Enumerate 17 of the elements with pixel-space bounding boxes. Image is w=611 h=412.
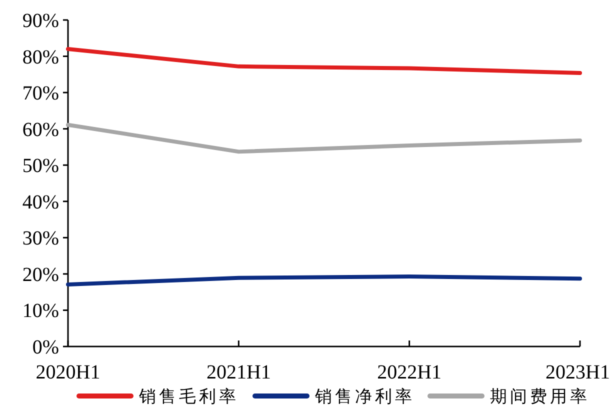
legend-label: 销售毛利率 xyxy=(138,387,239,406)
y-tick-label: 50% xyxy=(22,155,59,178)
y-tick-label: 20% xyxy=(22,264,59,286)
x-tick-label: 2021H1 xyxy=(206,362,271,384)
y-tick-label: 30% xyxy=(22,228,59,250)
y-tick-label: 40% xyxy=(22,191,59,214)
x-tick-label: 2020H1 xyxy=(36,362,100,384)
y-tick-label: 60% xyxy=(22,118,59,141)
x-tick-label: 2023H1 xyxy=(546,362,610,384)
legend-label: 销售净利率 xyxy=(314,387,415,406)
y-tick-label: 90% xyxy=(22,10,59,32)
y-tick-label: 70% xyxy=(22,82,59,105)
y-tick-label: 0% xyxy=(32,336,59,358)
legend-label: 期间费用率 xyxy=(490,387,590,406)
y-tick-label: 10% xyxy=(22,300,59,322)
y-tick-label: 80% xyxy=(22,46,59,68)
x-tick-label: 2022H1 xyxy=(377,362,442,384)
